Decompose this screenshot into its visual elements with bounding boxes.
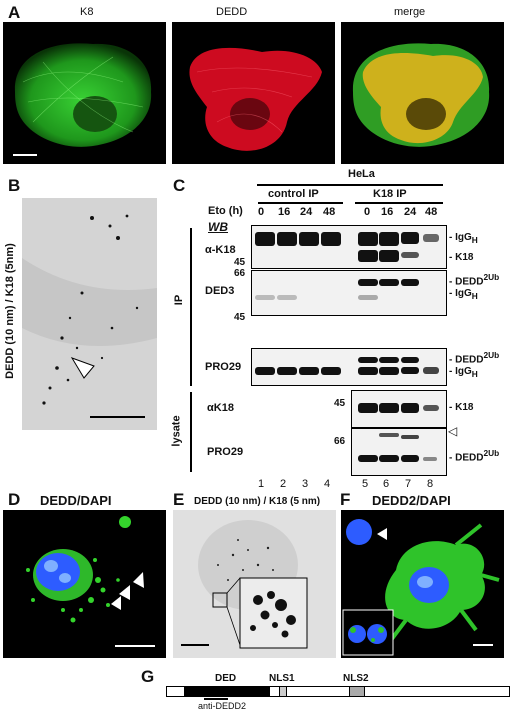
antibody-ded3: DED3 <box>205 285 235 297</box>
scale-bar <box>13 154 37 156</box>
eto-label: Eto (h) <box>208 205 243 217</box>
lysate-section-label: lysate <box>170 415 183 447</box>
label-dedd-row3: - DEDD2Ub <box>449 350 500 366</box>
label-igg-row3: - IgGH <box>449 366 478 379</box>
anti-dedd2-label: anti-DEDD2 <box>198 701 247 711</box>
ded-domain <box>184 687 270 696</box>
timepoint-lane-3: 24 <box>300 206 313 218</box>
lane-number-2: 2 <box>280 478 287 490</box>
mw-45-row2: 45 <box>234 312 246 323</box>
label-igg-row2: - IgGH <box>449 288 478 301</box>
nls2-domain <box>349 687 365 696</box>
k18-ip-bracket <box>355 202 443 204</box>
panel-label-c: C <box>173 176 186 195</box>
cell-line-bracket <box>257 184 443 186</box>
panel-a-title-k8: K8 <box>80 6 94 18</box>
blot-ip-ded3 <box>251 270 447 316</box>
lysate-section-bracket <box>190 392 192 472</box>
antibody-epitope-bar <box>204 698 228 700</box>
antibody-ak18-ip: α-K18 <box>205 244 236 256</box>
panel-label-f: F <box>340 490 351 509</box>
ip-section-label: IP <box>173 294 186 306</box>
immunogold-em-image-e <box>173 510 336 658</box>
blot-ip-ak18 <box>251 225 447 269</box>
ip-section-bracket <box>190 228 192 386</box>
mw-66-row2: 66 <box>234 268 246 279</box>
timepoint-lane-5: 0 <box>364 206 371 218</box>
label-k18-row4: - K18 <box>449 402 474 413</box>
panel-label-d: D <box>8 490 21 509</box>
label-dedd-row2: - DEDD2Ub <box>449 272 500 288</box>
timepoint-lane-2: 16 <box>278 206 291 218</box>
dedd2-dapi-micrograph <box>341 510 504 658</box>
control-ip-label: control IP <box>268 188 319 200</box>
timepoint-lane-1: 0 <box>258 206 265 218</box>
mw-66-row5: 66 <box>334 436 346 447</box>
open-arrowhead-icon: ◁ <box>448 424 458 438</box>
scale-bar <box>473 644 493 646</box>
label-dedd-row5: - DEDD2Ub <box>449 448 500 464</box>
panel-label-a: A <box>8 3 21 22</box>
lane-number-8: 8 <box>427 478 434 490</box>
domain-label-ded: DED <box>215 673 237 684</box>
nls1-domain <box>279 687 287 696</box>
antibody-pro29-lysate: PRO29 <box>207 446 244 458</box>
control-ip-bracket <box>258 202 343 204</box>
timepoint-lane-8: 48 <box>425 206 438 218</box>
panel-label-b: B <box>8 176 21 195</box>
label-k18-row1: - K18 <box>449 252 474 263</box>
dedd-micrograph <box>172 22 335 164</box>
blot-ip-pro29 <box>251 348 447 386</box>
protein-schematic <box>166 686 510 697</box>
lane-number-5: 5 <box>362 478 369 490</box>
lane-number-7: 7 <box>405 478 412 490</box>
k8-micrograph <box>3 22 166 164</box>
lane-number-3: 3 <box>302 478 309 490</box>
panel-f-title: DEDD2/DAPI <box>372 493 451 508</box>
mw-45-row4: 45 <box>334 398 346 409</box>
lane-number-6: 6 <box>383 478 390 490</box>
panel-b-axis-label: DEDD (10 nm) / K18 (5nm) <box>4 243 16 379</box>
lane-number-4: 4 <box>324 478 331 490</box>
panel-d-title: DEDD/DAPI <box>40 493 112 508</box>
panel-e-title: DEDD (10 nm) / K18 (5 nm) <box>194 496 321 507</box>
lane-number-1: 1 <box>258 478 265 490</box>
antibody-ak18-lysate: αK18 <box>207 402 234 414</box>
cell-line-label: HeLa <box>348 168 375 180</box>
timepoint-lane-7: 24 <box>404 206 417 218</box>
panel-a-title-dedd: DEDD <box>216 6 248 18</box>
timepoint-lane-6: 16 <box>381 206 394 218</box>
wb-label: WB <box>208 220 228 234</box>
merge-micrograph <box>341 22 504 164</box>
panel-label-g: G <box>141 667 155 686</box>
domain-label-nls1: NLS1 <box>269 673 295 684</box>
dedd-dapi-micrograph <box>3 510 166 658</box>
antibody-pro29-ip: PRO29 <box>205 361 242 373</box>
immunogold-em-image <box>22 198 157 430</box>
domain-label-nls2: NLS2 <box>343 673 369 684</box>
blot-lysate-pro29 <box>351 428 447 476</box>
mw-45-row1: 45 <box>234 257 246 268</box>
k18-ip-label: K18 IP <box>373 188 407 200</box>
panel-label-e: E <box>173 490 185 509</box>
panel-a-title-merge: merge <box>394 6 426 18</box>
scale-bar <box>115 645 155 647</box>
label-igg-row1: - IgGH <box>449 232 478 245</box>
timepoint-lane-4: 48 <box>323 206 336 218</box>
blot-lysate-ak18 <box>351 390 447 428</box>
